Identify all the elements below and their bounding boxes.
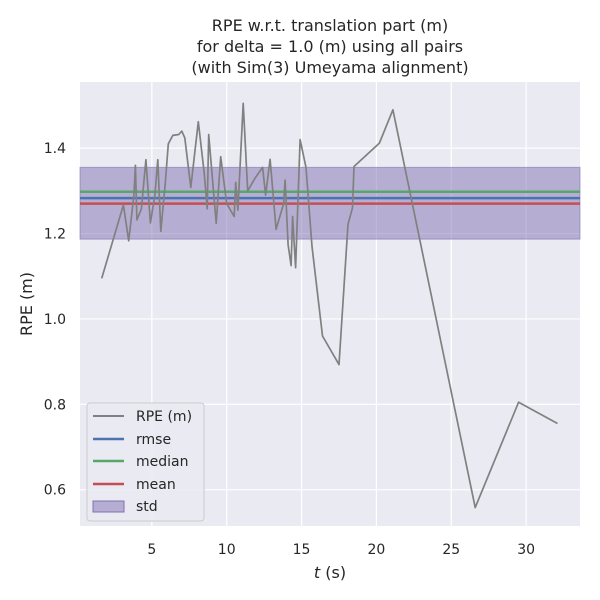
x-tick-label: 10 — [218, 542, 236, 558]
chart-title-line-1: RPE w.r.t. translation part (m) — [212, 16, 448, 35]
x-tick-label: 25 — [442, 542, 460, 558]
x-axis-label: t (s) — [314, 563, 346, 582]
x-tick-label: 5 — [147, 542, 156, 558]
y-tick-labels: 0.6 0.8 1.0 1.2 1.4 — [44, 141, 66, 499]
legend-label-mean: mean — [136, 477, 176, 493]
chart-title-line-3: (with Sim(3) Umeyama alignment) — [191, 58, 468, 77]
x-tick-label: 15 — [293, 542, 311, 558]
x-axis-label-unit: (s) — [320, 563, 346, 582]
legend-frame — [86, 402, 205, 522]
x-axis-label-variable: t — [314, 563, 321, 582]
y-tick-label: 0.8 — [44, 397, 66, 413]
x-tick-labels: 5 10 15 20 25 30 — [147, 542, 535, 558]
x-tick-label: 30 — [517, 542, 535, 558]
legend-label-std: std — [136, 499, 158, 515]
y-tick-label: 1.0 — [44, 312, 66, 328]
x-tick-label: 20 — [367, 542, 385, 558]
rpe-series-line — [100, 102, 558, 509]
series-layer — [100, 102, 558, 509]
legend-swatch-std — [92, 500, 125, 513]
legend-label-median: median — [136, 454, 188, 470]
y-tick-label: 1.4 — [44, 141, 66, 157]
y-tick-label: 0.6 — [44, 483, 66, 499]
legend-label-rmse: rmse — [136, 432, 171, 448]
y-tick-label: 1.2 — [44, 227, 66, 243]
legend: RPE (m) rmse median mean std — [86, 402, 205, 522]
legend-label-rpe: RPE (m) — [136, 409, 192, 425]
y-axis-label: RPE (m) — [17, 272, 36, 336]
chart-title-line-2: for delta = 1.0 (m) using all pairs — [197, 37, 463, 56]
